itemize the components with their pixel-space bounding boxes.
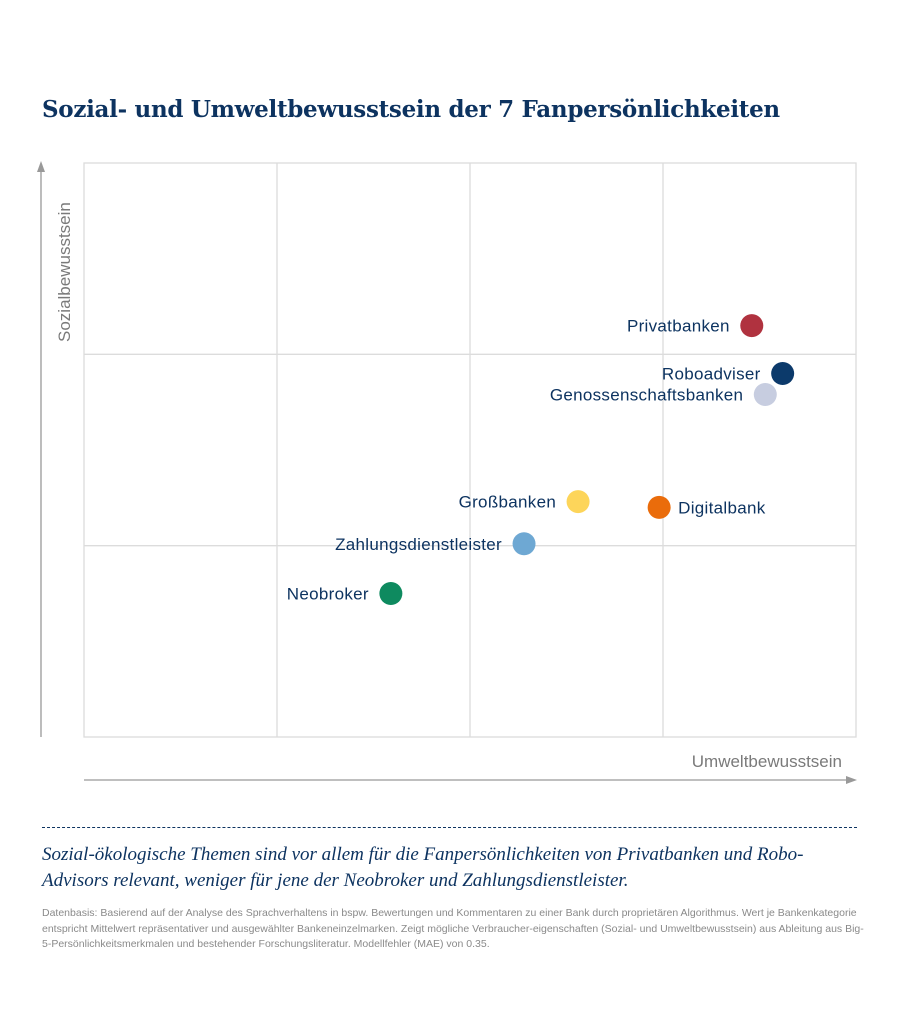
data-point-großbanken [566, 490, 590, 514]
y-axis-label: Sozialbewusstsein [55, 202, 74, 342]
x-axis-arrow-icon [846, 776, 857, 784]
x-axis-label: Umweltbewusstsein [692, 752, 842, 771]
grid [83, 162, 857, 738]
y-axis: Sozialbewusstsein [37, 161, 74, 737]
data-point-zahlungsdienstleister [512, 532, 536, 556]
data-label: Digitalbank [678, 498, 766, 517]
scatter-chart: Sozialbewusstsein Umweltbewusstsein Priv… [37, 161, 857, 784]
footnote: Datenbasis: Basierend auf der Analyse de… [42, 907, 864, 950]
data-point-genossenschaftsbanken [753, 383, 777, 407]
data-point-neobroker [379, 582, 403, 605]
data-point-digitalbank [647, 495, 671, 519]
data-label: Genossenschaftsbanken [550, 386, 743, 405]
chart-subtitle: Sozial-ökologische Themen sind vor allem… [42, 844, 804, 891]
data-label: Zahlungsdienstleister [335, 535, 502, 554]
divider [42, 827, 857, 828]
data-point-privatbanken [740, 314, 764, 338]
x-axis: Umweltbewusstsein [84, 752, 857, 784]
data-point-roboadviser [771, 361, 795, 385]
chart-title: Sozial- und Umweltbewusstsein der 7 Fanp… [42, 96, 780, 123]
data-label: Privatbanken [627, 317, 730, 336]
data-label: Roboadviser [662, 364, 761, 383]
y-axis-arrow-icon [37, 161, 45, 172]
data-label: Neobroker [287, 585, 369, 604]
data-points: Privatbanken Roboadviser Genossenschaftsba… [287, 314, 795, 605]
data-label: Großbanken [459, 493, 557, 512]
